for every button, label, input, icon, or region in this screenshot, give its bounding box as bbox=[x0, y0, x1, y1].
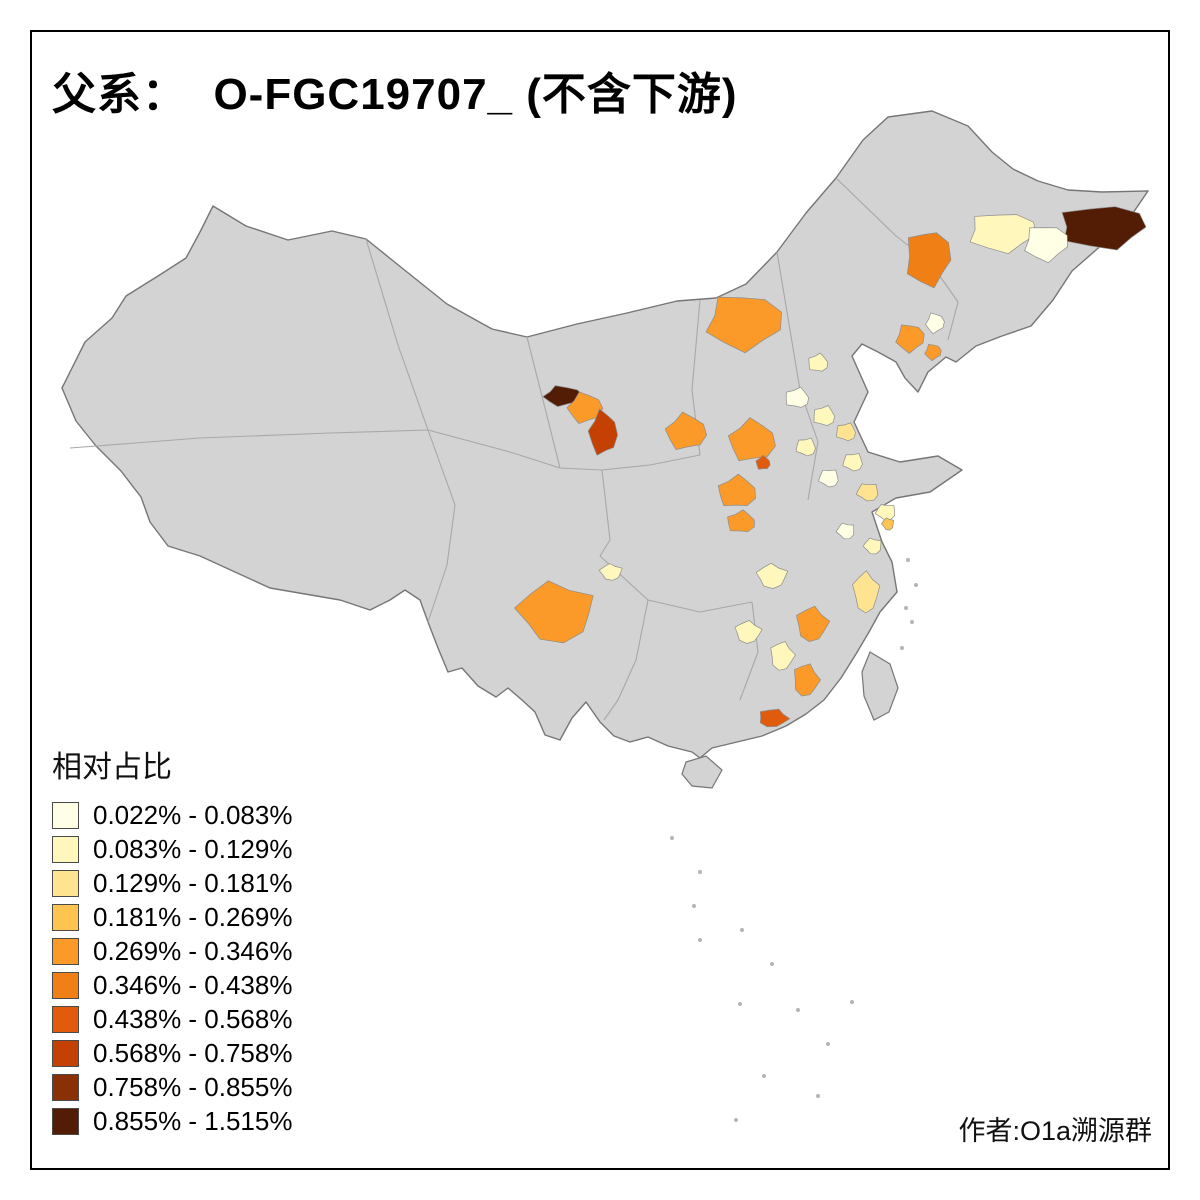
legend-label: 0.758% - 0.855% bbox=[93, 1072, 293, 1102]
legend-swatch bbox=[52, 1074, 79, 1101]
map-region-henan-orange-b bbox=[727, 509, 755, 533]
legend-swatch bbox=[52, 836, 79, 863]
map-region-shandong-pale-c bbox=[835, 522, 855, 540]
map-region-hunan-pale-b bbox=[770, 641, 796, 671]
legend-label: 0.129% - 0.181% bbox=[93, 868, 293, 898]
map-region-zhejiang-yellow bbox=[852, 570, 881, 614]
legend-label: 0.568% - 0.758% bbox=[93, 1038, 293, 1068]
legend-swatch bbox=[52, 1108, 79, 1135]
map-region-hebei-pale-c bbox=[795, 437, 816, 457]
legend-swatch bbox=[52, 972, 79, 999]
map-region-sichuan-orange bbox=[514, 580, 594, 644]
map-region-gansu-orange bbox=[566, 391, 604, 425]
legend-title: 相对占比 bbox=[52, 751, 172, 784]
map-region-hubei-pale bbox=[755, 562, 789, 589]
legend-swatch bbox=[52, 802, 79, 829]
map-region-heilongjiang-west bbox=[906, 232, 952, 289]
legend-label: 0.269% - 0.346% bbox=[93, 936, 293, 966]
legend-label: 0.438% - 0.568% bbox=[93, 1004, 293, 1034]
map-region-inner-mongolia bbox=[705, 296, 782, 354]
map-region-northeast-far-east bbox=[1061, 206, 1147, 251]
map-region-hunan-pale-a bbox=[734, 619, 763, 644]
hainan-island bbox=[681, 755, 723, 789]
legend-swatch bbox=[52, 938, 79, 965]
legend-row: 0.181% - 0.269% bbox=[52, 904, 292, 931]
legend-swatch bbox=[52, 904, 79, 931]
legend-label: 0.083% - 0.129% bbox=[93, 834, 293, 864]
map-region-jiangxi-orange bbox=[795, 605, 831, 642]
map-region-liaoning-pale bbox=[925, 312, 945, 335]
author-credit: 作者:O1a溯源群 bbox=[958, 1116, 1152, 1146]
legend-row: 0.758% - 0.855% bbox=[52, 1074, 292, 1101]
map-region-guangdong-dark bbox=[759, 708, 791, 728]
map-region-jiangsu-pale bbox=[862, 537, 882, 555]
map-region-jiangsu-yellow-dot bbox=[880, 517, 894, 531]
legend-row: 0.083% - 0.129% bbox=[52, 836, 292, 863]
map-region-hebei-pale-a bbox=[808, 352, 828, 372]
page-title: 父系： O-FGC19707_ (不含下游) bbox=[52, 70, 738, 119]
sea-islets bbox=[670, 558, 918, 1122]
legend-label: 0.022% - 0.083% bbox=[93, 800, 293, 830]
colored-regions-layer bbox=[514, 206, 1147, 728]
map-region-shaanxi-dark-dot bbox=[755, 454, 771, 470]
map-region-beijing-pale bbox=[785, 386, 809, 408]
taiwan-island bbox=[861, 651, 899, 721]
map-region-shandong-pale-a bbox=[818, 469, 839, 488]
map-region-hebei-pale-b bbox=[813, 405, 836, 426]
map-region-liaoning-a bbox=[895, 324, 925, 354]
legend-label: 0.181% - 0.269% bbox=[93, 902, 293, 932]
map-region-heilongjiang-pale-b bbox=[1024, 227, 1068, 264]
map-region-chongqing-pale bbox=[598, 563, 623, 581]
map-region-hebei-pale-d bbox=[842, 453, 863, 472]
legend-row: 0.568% - 0.758% bbox=[52, 1040, 292, 1067]
map-region-guangdong-orange bbox=[794, 663, 822, 697]
map-region-henan-orange-a bbox=[717, 473, 756, 506]
map-region-shanxi-orange bbox=[664, 411, 708, 451]
map-region-gansu-brown bbox=[587, 408, 618, 456]
map-legend: 相对占比 0.022% - 0.083% 0.083% - 0.129% 0.1… bbox=[52, 742, 292, 1142]
map-region-liaoning-b bbox=[924, 343, 942, 362]
legend-label: 0.346% - 0.438% bbox=[93, 970, 293, 1000]
legend-label: 0.855% - 1.515% bbox=[93, 1106, 293, 1136]
legend-row: 0.269% - 0.346% bbox=[52, 938, 292, 965]
legend-swatch bbox=[52, 870, 79, 897]
legend-row: 0.855% - 1.515% bbox=[52, 1108, 292, 1135]
map-region-hebei-yellow bbox=[836, 422, 856, 442]
map-region-shandong-yellow bbox=[855, 483, 879, 502]
legend-swatch bbox=[52, 1006, 79, 1033]
legend-row: 0.129% - 0.181% bbox=[52, 870, 292, 897]
legend-swatch bbox=[52, 1040, 79, 1067]
legend-row: 0.346% - 0.438% bbox=[52, 972, 292, 999]
legend-row: 0.438% - 0.568% bbox=[52, 1006, 292, 1033]
legend-row: 0.022% - 0.083% bbox=[52, 802, 292, 829]
